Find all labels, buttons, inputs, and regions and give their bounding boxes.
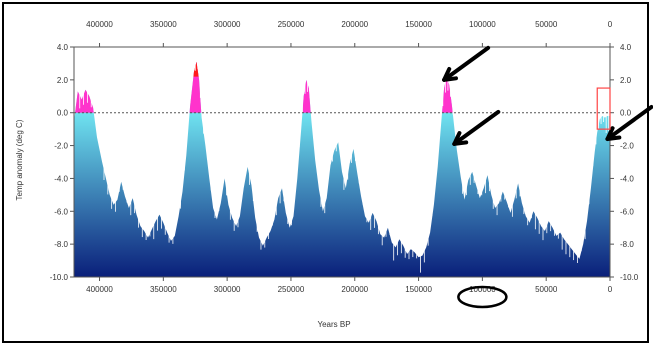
x-tick-label-bottom: 400000 [86,285,113,294]
x-tick-label-top: 0 [608,20,613,29]
x-tick-label-bottom: 50000 [535,285,558,294]
annotation-arrow [452,109,501,146]
chart-frame [2,2,649,343]
x-tick-label-top: 100000 [469,20,496,29]
x-tick-label-bottom: 200000 [341,285,368,294]
x-tick-label-bottom: 250000 [278,285,305,294]
area-layer [74,60,610,277]
y-tick-label-left: 0.0 [57,109,69,118]
y-tick-label-left: 4.0 [57,43,69,52]
y-tick-label-left: -6.0 [54,207,68,216]
annotation-arrow [442,45,491,82]
x-axis-title: Years BP [317,320,350,329]
peak-layer [193,61,199,77]
y-tick-label-right: -8.0 [620,240,634,249]
annotation-circle [457,285,508,309]
y-tick-label-left: -4.0 [54,174,68,183]
y-tick-label-left: 2.0 [57,76,69,85]
x-tick-label-top: 50000 [535,20,558,29]
y-axis-title: Temp anomaly (deg C) [15,119,24,200]
x-tick-label-bottom: 0 [608,285,613,294]
x-tick-label-top: 150000 [405,20,432,29]
y-tick-label-right: -4.0 [620,174,634,183]
x-tick-label-bottom: 150000 [405,285,432,294]
y-tick-label-right: -10.0 [620,273,639,282]
annotation-box [596,87,611,130]
x-tick-label-top: 350000 [150,20,177,29]
temperature-area [74,61,610,277]
annotation-layer [442,45,653,309]
x-tick-label-top: 200000 [341,20,368,29]
annotation-arrow [605,105,653,141]
x-tick-label-top: 250000 [278,20,305,29]
x-tick-label-bottom: 100000 [469,285,496,294]
y-tick-label-right: -6.0 [620,207,634,216]
y-tick-label-right: 2.0 [620,76,632,85]
y-tick-label-left: -10.0 [50,273,69,282]
y-tick-label-right: 0.0 [620,109,632,118]
x-tick-label-top: 400000 [86,20,113,29]
x-tick-label-bottom: 350000 [150,285,177,294]
y-axis-right: 4.0 2.0 0.0 -2.0 -4.0 -6.0 -8.0 -10.0 [610,43,639,282]
x-axis-top: 400000 350000 300000 250000 200000 150000 1000… [86,20,613,47]
peak-area [193,61,199,77]
x-axis-bottom: 400000 350000 300000 250000 200000 150000 1000… [86,277,613,294]
y-tick-label-left: -2.0 [54,142,68,151]
x-tick-label-top: 300000 [214,20,241,29]
y-tick-label-right: -2.0 [620,142,634,151]
y-tick-label-left: -8.0 [54,240,68,249]
x-tick-label-bottom: 300000 [214,285,241,294]
y-axis-left: 4.0 2.0 0.0 -2.0 -4.0 -6.0 -8.0 -10.0 [50,43,74,282]
y-tick-label-right: 4.0 [620,43,632,52]
plot-border [73,46,611,278]
